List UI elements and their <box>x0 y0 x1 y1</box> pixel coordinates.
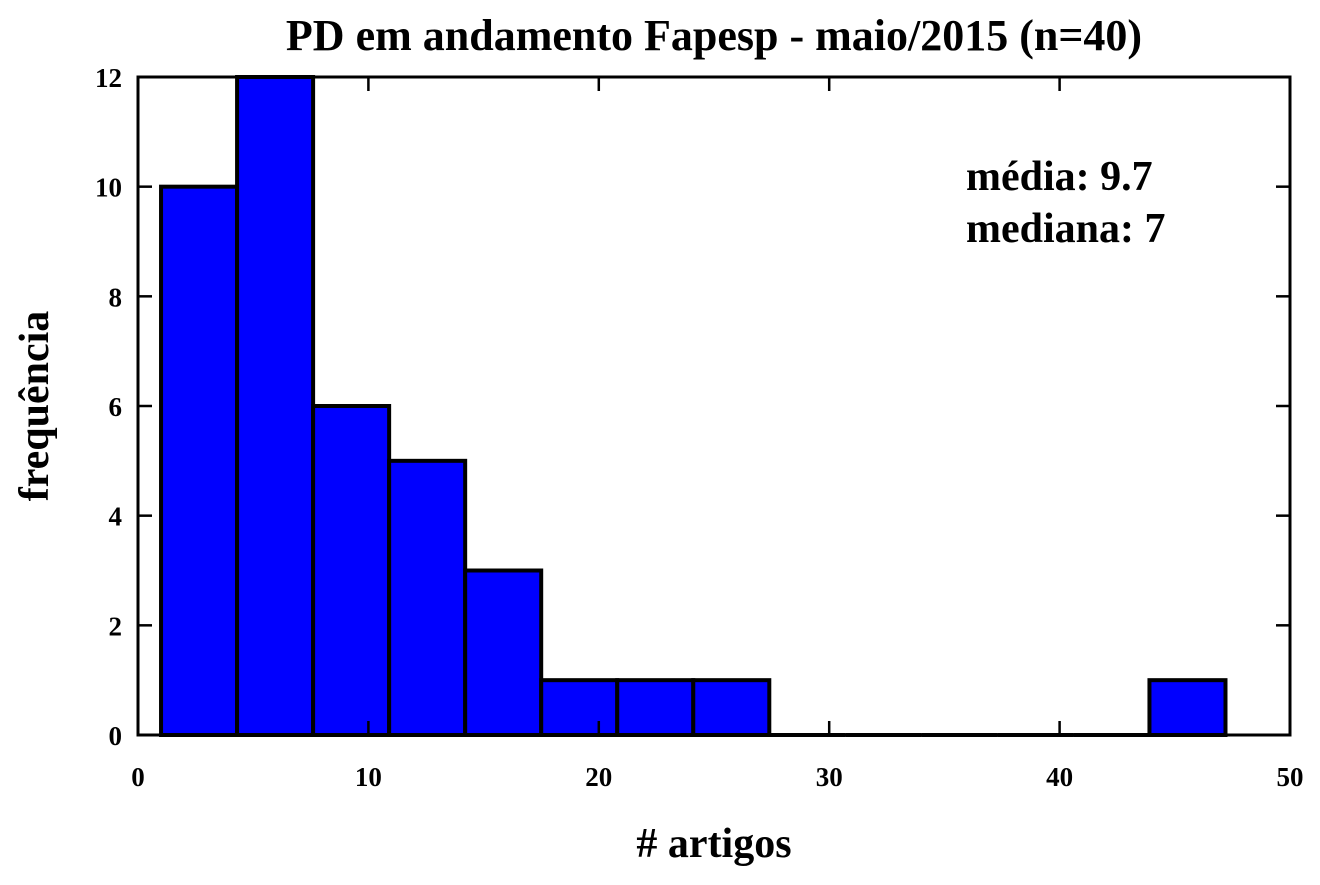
bars-layer <box>159 75 1228 738</box>
y-tick-label-4: 8 <box>109 282 123 312</box>
histogram-bar-6 <box>615 678 696 738</box>
annotation-median: mediana: 7 <box>966 206 1166 252</box>
histogram-bar-3 <box>387 458 468 737</box>
histogram-bar-2 <box>311 404 392 737</box>
x-tick-label-2: 20 <box>585 762 612 792</box>
x-tick-label-4: 40 <box>1046 762 1073 792</box>
histogram-bar-0 <box>159 184 240 737</box>
tick-labels-layer: 0 10 20 30 40 50 0 2 4 6 8 10 12 <box>95 63 1304 792</box>
ticks-layer <box>136 75 1292 737</box>
x-tick-label-5: 50 <box>1277 762 1304 792</box>
chart-title: PD em andamento Fapesp - maio/2015 (n=40… <box>286 11 1142 60</box>
histogram-bar-4 <box>463 568 544 737</box>
x-axis-label: # artigos <box>636 821 791 867</box>
y-tick-label-1: 2 <box>109 611 123 641</box>
y-tick-label-2: 4 <box>109 502 123 532</box>
y-axis-label: frequência <box>12 311 58 502</box>
y-tick-label-0: 0 <box>109 721 123 751</box>
y-tick-label-3: 6 <box>109 392 123 422</box>
x-tick-label-0: 0 <box>131 762 145 792</box>
histogram-bar-7 <box>691 678 772 738</box>
y-tick-label-5: 10 <box>95 173 122 203</box>
histogram-bar-13 <box>1147 678 1228 738</box>
x-tick-label-3: 30 <box>816 762 843 792</box>
histogram-bar-1 <box>235 75 316 737</box>
histogram-bar-5 <box>539 678 620 738</box>
x-tick-label-1: 10 <box>355 762 382 792</box>
annotation-mean: média: 9.7 <box>966 154 1153 200</box>
y-tick-label-6: 12 <box>95 63 122 93</box>
